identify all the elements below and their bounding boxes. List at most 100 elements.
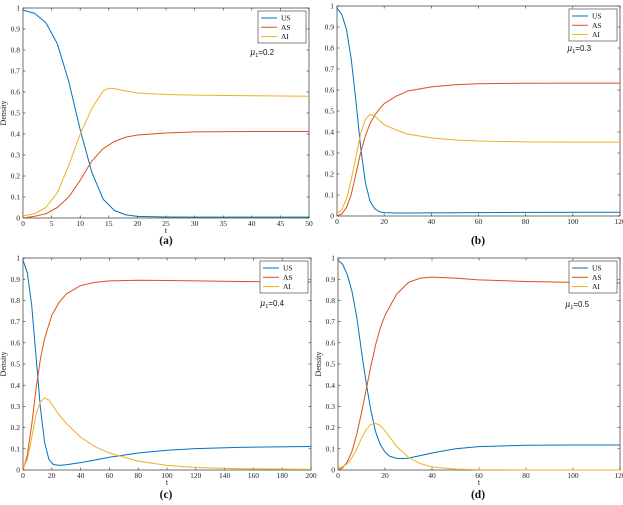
x-tick-label: 50 (305, 219, 313, 228)
x-tick-label: 80 (134, 471, 142, 480)
x-tick-label: 100 (567, 217, 579, 226)
series-line-ai (337, 422, 620, 471)
x-tick-label: 10 (76, 219, 84, 228)
x-tick-label: 100 (161, 471, 173, 480)
x-tick-label: 40 (77, 471, 85, 480)
x-tick-label: 0 (21, 471, 25, 480)
x-tick-label: 35 (219, 219, 227, 228)
y-tick-label: 0.2 (11, 172, 21, 181)
y-tick-label: 0.5 (326, 360, 336, 369)
plot-area-frame (337, 257, 621, 471)
y-tick-label: 0.5 (325, 107, 335, 116)
y-tick-label: 0.6 (11, 88, 21, 97)
y-tick-label: 0.3 (326, 402, 336, 411)
x-tick-label: 0 (21, 219, 25, 228)
legend-entry-ai: AI (281, 32, 289, 41)
x-tick-label: 160 (248, 471, 260, 480)
x-tick-label: 40 (248, 219, 256, 228)
y-tick-label: 0 (330, 212, 334, 221)
y-tick-label: 0.3 (325, 149, 335, 158)
y-tick-label: 0.7 (11, 67, 21, 76)
y-axis-label: Density (314, 352, 323, 377)
mu-annotation: μ1=0.5 (565, 300, 590, 311)
mu-annotation: μ1=0.3 (567, 44, 592, 55)
x-tick-label: 100 (567, 471, 579, 480)
x-tick-label: 180 (277, 471, 289, 480)
legend-entry-ai: AI (592, 282, 600, 291)
y-tick-label: 0.3 (11, 402, 21, 411)
y-tick-label: 0.4 (325, 128, 335, 137)
x-tick-label: 30 (191, 219, 199, 228)
x-tick-label: 40 (428, 217, 436, 226)
chart-panel-1: 0 5 10 15 20 25 30 35 40 45 50 0 0.1 0.2 0.3 0.4 0.5 0.6 0… (0, 4, 313, 247)
legend-entry-us: US (283, 264, 293, 273)
plot-area-frame (22, 257, 312, 471)
legend-entry-us: US (592, 264, 602, 273)
x-tick-label: 0 (335, 217, 339, 226)
x-tick-label: 120 (614, 217, 623, 226)
x-tick-label: 20 (381, 471, 389, 480)
y-axis-label: Density (0, 101, 8, 126)
chart-panel-4: 0 20 40 60 80 100 120 0 0.1 0.2 0.3 0.4 0.5 0.6 0.7 0.8… (314, 254, 623, 501)
panel-label: (d) (471, 489, 485, 501)
legend-entry-as: AS (283, 273, 293, 282)
y-tick-label: 0.1 (11, 193, 21, 202)
y-tick-label: 0.7 (11, 317, 21, 326)
x-tick-label: 60 (106, 471, 114, 480)
y-tick-label: 0.1 (11, 444, 21, 453)
y-tick-label: 0.9 (11, 275, 21, 284)
mu-annotation: μ1=0.2 (250, 48, 275, 59)
y-tick-label: 0.6 (325, 86, 335, 95)
y-tick-label: 0.6 (11, 338, 21, 347)
x-tick-label: 140 (219, 471, 231, 480)
chart-panel-3: 0 20 40 60 80 100 120 140 160 180 200 0 0.1 0.2 0.3 0.4… (0, 254, 317, 501)
y-tick-label: 1 (16, 254, 20, 263)
series-line-ai (22, 397, 312, 470)
legend-entry-ai: AI (283, 282, 291, 291)
series-line-as (22, 279, 312, 471)
y-tick-label: 0.2 (325, 170, 335, 179)
y-tick-label: 0.6 (326, 338, 336, 347)
legend-entry-us: US (592, 12, 602, 21)
y-tick-label: 0 (16, 214, 20, 223)
x-tick-label: 80 (522, 471, 530, 480)
chart-panel-2: 0 20 40 60 80 100 120 0 0.1 0.2 0.3 0.4 0.5 0.6 0.7 0.8… (325, 2, 623, 247)
legend-entry-ai: AI (592, 30, 600, 39)
x-tick-label: 0 (336, 471, 340, 480)
x-tick-label: 60 (475, 217, 483, 226)
y-tick-label: 0 (331, 466, 335, 475)
series-line-as (22, 130, 309, 219)
x-tick-label: 200 (305, 471, 317, 480)
x-tick-label: 80 (522, 217, 530, 226)
y-tick-label: 0.5 (11, 360, 21, 369)
mu-annotation: μ1=0.4 (260, 299, 285, 310)
series-line-us (337, 259, 620, 460)
y-tick-label: 0.2 (326, 423, 336, 432)
y-tick-label: 0.7 (326, 317, 336, 326)
y-tick-label: 0.2 (11, 423, 21, 432)
x-tick-label: 20 (380, 217, 388, 226)
legend-entry-as: AS (592, 21, 602, 30)
y-tick-label: 0.4 (11, 381, 21, 390)
y-tick-label: 0.9 (325, 23, 335, 32)
x-tick-label: 15 (105, 219, 113, 228)
series-line-us (336, 7, 621, 214)
x-tick-label: 120 (614, 471, 623, 480)
series-line-us (22, 9, 309, 218)
x-tick-label: 60 (475, 471, 483, 480)
x-tick-label: 20 (134, 219, 142, 228)
x-tick-label: 45 (277, 219, 285, 228)
y-tick-label: 0.1 (326, 444, 336, 453)
y-tick-label: 0.1 (325, 191, 335, 200)
panel-label: (b) (471, 235, 485, 247)
y-tick-label: 0.8 (326, 296, 336, 305)
x-axis-label: t (478, 478, 481, 487)
y-tick-label: 0.8 (325, 44, 335, 53)
legend-entry-as: AS (281, 23, 291, 32)
y-axis-label: Density (0, 352, 8, 377)
series-line-us (22, 259, 312, 466)
